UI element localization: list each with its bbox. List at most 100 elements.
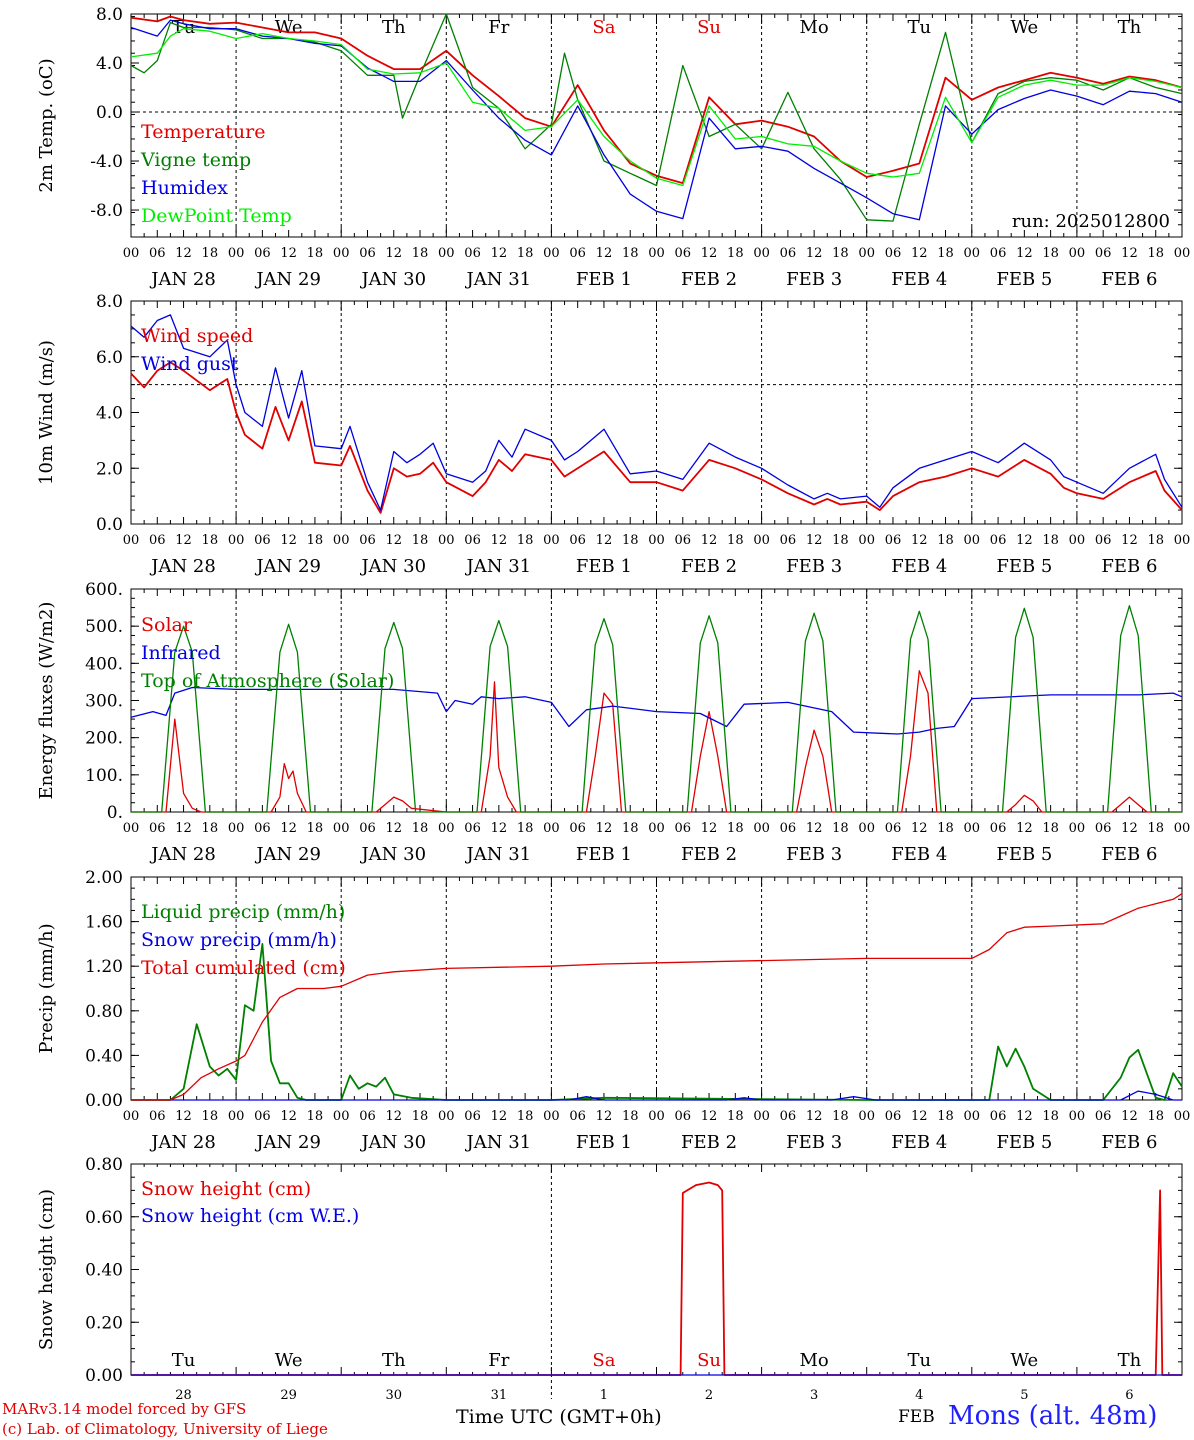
hour-label: 18: [307, 246, 324, 261]
day-label: JAN 30: [359, 1132, 426, 1153]
legend-entry: DewPoint Temp: [141, 205, 292, 227]
series-line-1: [131, 1181, 1182, 1376]
day-label: JAN 29: [254, 1132, 321, 1153]
hour-label: 12: [701, 821, 718, 836]
series-line-1: [130, 361, 1183, 514]
series-line-3: [131, 605, 1182, 813]
hour-label: 00: [1069, 821, 1086, 836]
day-number-label: 30: [385, 1388, 402, 1403]
day-label: JAN 28: [149, 1132, 216, 1153]
weekday-label: Tu: [172, 1350, 196, 1371]
day-label: FEB 4: [891, 269, 947, 290]
day-number-label: 1: [600, 1388, 608, 1403]
panel-1: 8.0 4.0 0.0 -4.0 -8.0 2m Temp. (oC) 00 06 12 18 00…: [36, 5, 1190, 290]
month-label: FEB: [898, 1407, 935, 1427]
hour-label: 00: [543, 246, 560, 261]
hour-label: 12: [491, 821, 508, 836]
legend-entry: Snow height (cm W.E.): [141, 1205, 359, 1227]
day-label: FEB 6: [1101, 844, 1157, 865]
hour-label: 12: [280, 533, 297, 548]
hour-label: 18: [832, 533, 849, 548]
hour-label: 18: [1147, 821, 1164, 836]
day-label: JAN 28: [149, 269, 216, 290]
weekday-label: Sa: [592, 1350, 615, 1371]
hour-label: 18: [412, 246, 429, 261]
hour-label: 18: [622, 246, 639, 261]
hour-label: 00: [438, 1109, 455, 1124]
weekday-label: Fr: [488, 17, 509, 38]
y-tick-label: 0.60: [85, 1208, 123, 1228]
series-line-3: [131, 893, 1183, 1101]
hour-label: 12: [701, 246, 718, 261]
hour-label: 12: [1121, 1109, 1138, 1124]
hour-label: 12: [1016, 246, 1033, 261]
y-axis-label: 10m Wind (m/s): [36, 340, 57, 485]
day-label: JAN 31: [465, 556, 532, 577]
hour-label: 00: [1174, 1109, 1191, 1124]
hour-label: 06: [675, 1109, 692, 1124]
hour-label: 06: [990, 533, 1007, 548]
weekday-label: Su: [697, 1350, 721, 1371]
hour-label: 00: [228, 1109, 245, 1124]
hour-label: 18: [727, 1109, 744, 1124]
hour-label: 06: [149, 821, 166, 836]
hour-label: 06: [675, 821, 692, 836]
day-label: FEB 2: [681, 1132, 737, 1153]
hour-label: 00: [1069, 246, 1086, 261]
series-line-2: [130, 314, 1183, 511]
legend-entry: Wind gust: [141, 353, 239, 375]
y-tick-label: 0.80: [85, 1155, 123, 1175]
hour-label: 12: [1016, 533, 1033, 548]
hour-label: 06: [1095, 821, 1112, 836]
hour-label: 06: [569, 821, 586, 836]
hour-label: 06: [569, 533, 586, 548]
hour-label: 00: [333, 1109, 350, 1124]
y-tick-label: 1.60: [85, 913, 123, 933]
hour-label: 18: [727, 821, 744, 836]
hour-label: 06: [359, 533, 376, 548]
hour-label: 00: [753, 246, 770, 261]
hour-label: 12: [175, 1109, 192, 1124]
day-label: FEB 4: [891, 1132, 947, 1153]
series-line-2: [131, 1090, 1182, 1101]
hour-label: 06: [359, 821, 376, 836]
hour-label: 12: [175, 246, 192, 261]
hour-label: 06: [780, 1109, 797, 1124]
day-label: JAN 28: [149, 844, 216, 865]
hour-label: 00: [753, 1109, 770, 1124]
series-line-2: [130, 686, 1183, 735]
y-tick-label: 600.: [85, 580, 123, 600]
hour-label: 00: [438, 246, 455, 261]
legend-entry: Total cumulated (cm): [141, 957, 346, 979]
hour-label: 12: [1121, 533, 1138, 548]
hour-label: 00: [753, 533, 770, 548]
panel-5: 0.80 0.60 0.40 0.20 0.00 Snow height (cm) Tu We…: [36, 1155, 1183, 1403]
hour-label: 18: [1042, 821, 1059, 836]
hour-label: 12: [1016, 821, 1033, 836]
day-label: FEB 4: [891, 556, 947, 577]
hour-label: 12: [175, 821, 192, 836]
hour-label: 12: [911, 246, 928, 261]
hour-label: 06: [780, 821, 797, 836]
legend-entry: Liquid precip (mm/h): [141, 901, 345, 923]
day-label: FEB 5: [996, 1132, 1052, 1153]
hour-label: 12: [1121, 246, 1138, 261]
hour-label: 00: [648, 821, 665, 836]
day-label: FEB 3: [786, 1132, 842, 1153]
y-tick-label: 300.: [85, 692, 123, 712]
weekday-label: Th: [1118, 1350, 1142, 1371]
hour-label: 18: [937, 821, 954, 836]
hour-label: 12: [385, 1109, 402, 1124]
day-number-label: 4: [915, 1388, 923, 1403]
hour-label: 18: [832, 246, 849, 261]
day-label: JAN 29: [254, 269, 321, 290]
hour-label: 00: [1069, 533, 1086, 548]
hour-label: 18: [1042, 246, 1059, 261]
hour-label: 18: [307, 533, 324, 548]
hour-label: 00: [228, 821, 245, 836]
hour-label: 00: [1174, 821, 1191, 836]
hour-label: 06: [675, 533, 692, 548]
day-label: FEB 1: [576, 1132, 632, 1153]
